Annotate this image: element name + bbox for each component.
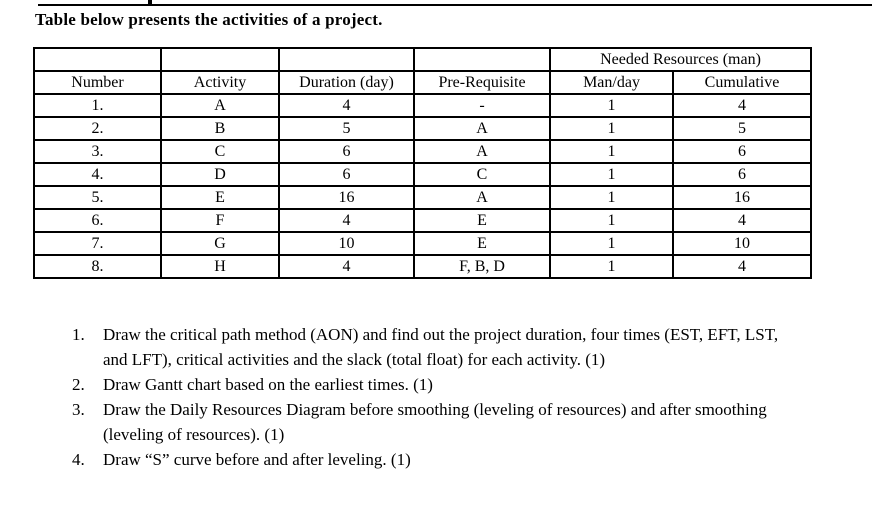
table-cell-man_day: 1	[549, 162, 674, 187]
question-text: Draw Gantt chart based on the earliest t…	[103, 375, 433, 394]
question-text: Draw “S” curve before and after leveling…	[103, 450, 411, 469]
cropped-text-remnant	[148, 0, 152, 6]
table-row: 2. B 5 A 1 5	[33, 116, 813, 141]
column-header: Cumulative	[671, 70, 813, 95]
table-cell-man_day: 1	[549, 208, 674, 233]
table-cell-prerequisite: A	[413, 185, 551, 210]
table-cell-man_day: 1	[549, 254, 674, 279]
table-cell-duration: 6	[278, 139, 415, 164]
table-row: 3. C 6 A 1 6	[33, 139, 813, 164]
column-header: Number	[33, 70, 162, 95]
table-cell-man_day: 1	[549, 231, 674, 256]
question-number: 4.	[72, 450, 85, 469]
table-cell-number: 6.	[33, 208, 162, 233]
table-cell-cumulative: 5	[671, 116, 813, 141]
table-cell-prerequisite: C	[413, 162, 551, 187]
question-number: 2.	[72, 375, 85, 394]
page-title: Table below presents the activities of a…	[35, 10, 383, 29]
table-cell-prerequisite: A	[413, 139, 551, 164]
table-cell-number: 1.	[33, 93, 162, 118]
activities-table-body: 1. A 4-1 4 2. B 5 A 1 5 3. C 6 A 1 6 4. D 6 C 1 6 5. E 16 A 1 16 6. F…	[33, 93, 813, 279]
table-cell-number: 4.	[33, 162, 162, 187]
table-cell-cumulative: 4	[671, 93, 813, 118]
table-cell-duration: 16	[278, 185, 415, 210]
table-row: 7. G 10 E 1 10	[33, 231, 813, 256]
table-cell-duration: 4	[278, 208, 415, 233]
question-text: Draw the Daily Resources Diagram before …	[103, 400, 767, 444]
table-cell-duration: 5	[278, 116, 415, 141]
table-cell-activity: H	[160, 254, 280, 279]
question-item: 2. Draw Gantt chart based on the earliest…	[72, 372, 788, 397]
table-cell-activity: E	[160, 185, 280, 210]
table-header-row: Number Activity Duration (day) Pre-Requisit…	[33, 70, 813, 95]
table-cell-cumulative: 6	[671, 139, 813, 164]
questions-list: 1. Draw the critical path method (AON) an…	[72, 322, 788, 472]
column-header: Man/day	[549, 70, 674, 95]
table-cell-prerequisite: E	[413, 208, 551, 233]
question-number: 3.	[72, 400, 85, 419]
table-row: 6. F 4 E 1 4	[33, 208, 813, 233]
table-cell-activity: D	[160, 162, 280, 187]
table-cell-prerequisite: A	[413, 116, 551, 141]
question-text: Draw the critical path method (AON) and …	[103, 325, 779, 369]
column-header: Duration (day)	[278, 70, 415, 95]
table-cell-man_day: 1	[549, 116, 674, 141]
table-cell-man_day: 1	[549, 139, 674, 164]
empty-header-cell	[160, 47, 280, 72]
table-cell-prerequisite: -	[413, 93, 551, 118]
question-item: 3. Draw the Daily Resources Diagram befor…	[72, 397, 788, 447]
table-cell-activity: B	[160, 116, 280, 141]
table-row: 5. E 16 A 1 16	[33, 185, 813, 210]
question-number: 1.	[72, 325, 85, 344]
table-cell-cumulative: 16	[671, 185, 813, 210]
question-item: 4. Draw “S” curve before and after leveli…	[72, 447, 788, 472]
table-cell-activity: F	[160, 208, 280, 233]
table-cell-prerequisite: E	[413, 231, 551, 256]
table-cell-number: 2.	[33, 116, 162, 141]
table-group-header-row: Needed Resources (man)	[33, 47, 813, 72]
column-header: Activity	[160, 70, 280, 95]
table-cell-activity: A	[160, 93, 280, 118]
table-cell-prerequisite: F, B, D	[413, 254, 551, 279]
empty-header-cell	[33, 47, 162, 72]
table-cell-activity: C	[160, 139, 280, 164]
empty-header-cell	[278, 47, 415, 72]
table-cell-duration: 10	[278, 231, 415, 256]
table-cell-duration: 4	[278, 93, 415, 118]
table-cell-man_day: 1	[549, 185, 674, 210]
table-row: 4. D 6 C 1 6	[33, 162, 813, 187]
needed-resources-group-header: Needed Resources (man)	[548, 47, 813, 72]
empty-header-cell	[413, 47, 551, 72]
table-cell-number: 3.	[33, 139, 162, 164]
table-cell-number: 5.	[33, 185, 162, 210]
table-cell-cumulative: 10	[671, 231, 813, 256]
table-row: 1. A 4-1 4	[33, 93, 813, 118]
table-cell-number: 8.	[33, 254, 162, 279]
table-cell-cumulative: 4	[671, 254, 813, 279]
column-header: Pre-Requisite	[413, 70, 551, 95]
table-cell-duration: 6	[278, 162, 415, 187]
table-cell-number: 7.	[33, 231, 162, 256]
table-cell-man_day: 1	[549, 93, 674, 118]
table-cell-duration: 4	[278, 254, 415, 279]
table-cell-cumulative: 6	[671, 162, 813, 187]
activities-table: Needed Resources (man) Number Activity Dur…	[33, 47, 813, 279]
top-horizontal-rule	[38, 4, 872, 6]
table-cell-cumulative: 4	[671, 208, 813, 233]
table-cell-activity: G	[160, 231, 280, 256]
question-item: 1. Draw the critical path method (AON) an…	[72, 322, 788, 372]
